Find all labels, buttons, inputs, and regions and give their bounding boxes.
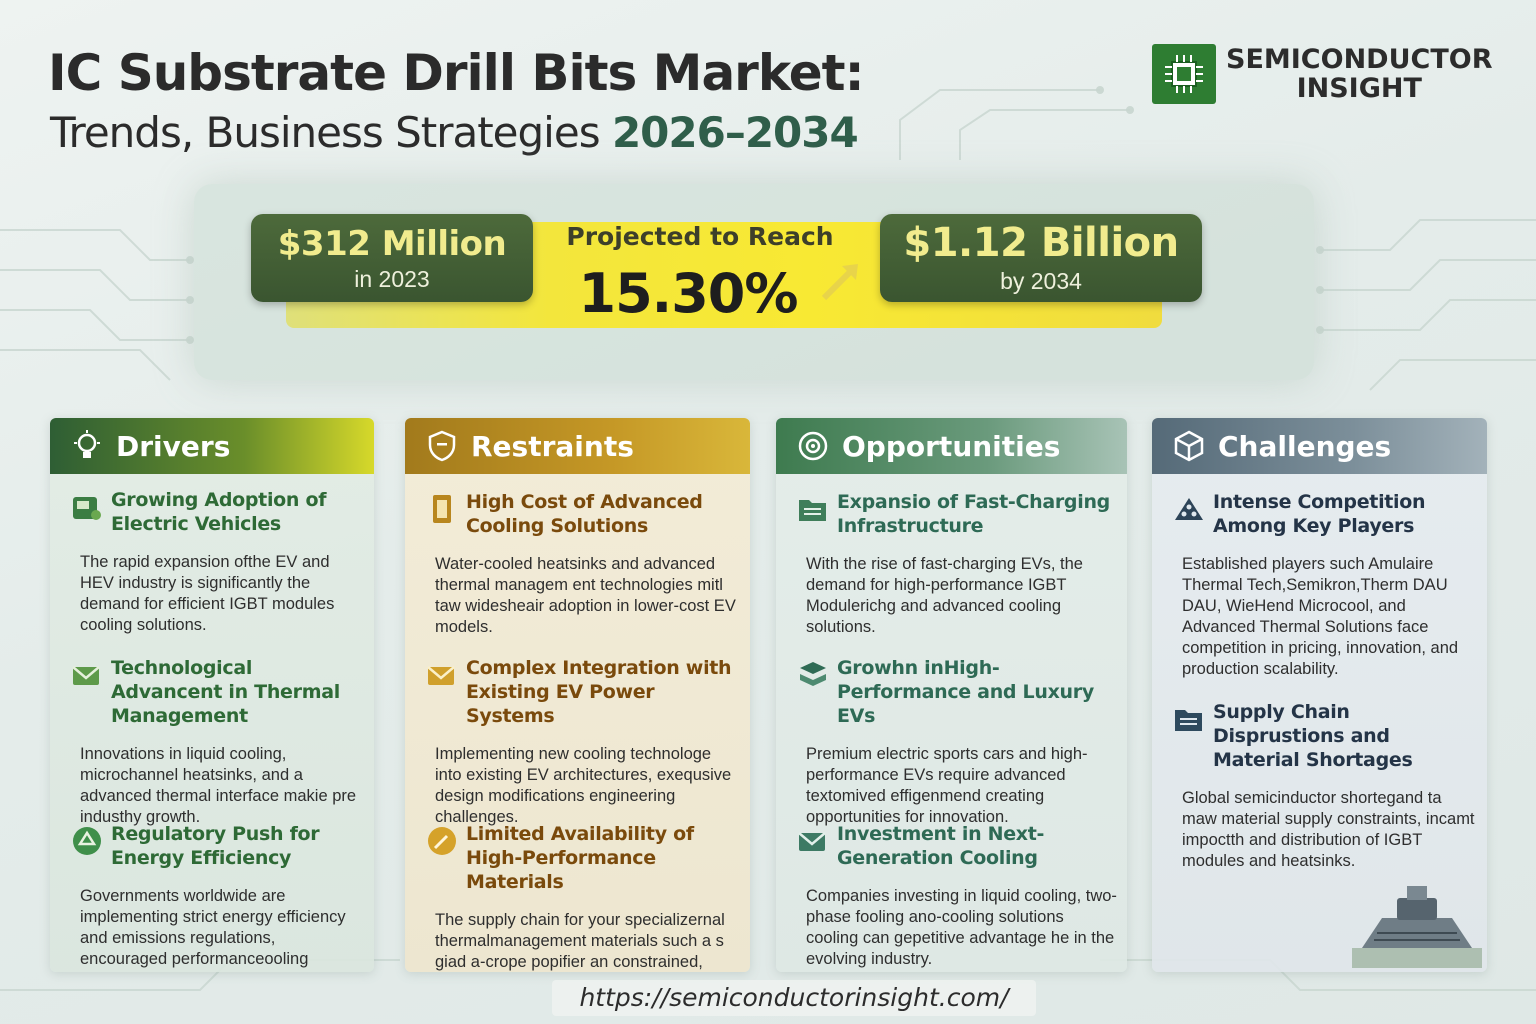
opportunities-item-3: Investment in Next-Generation Cooling Co… xyxy=(796,822,1117,970)
ev-charger-icon xyxy=(73,497,101,520)
restraints-item-3-body: The supply chain for your specializernal… xyxy=(435,911,725,971)
shield-icon xyxy=(428,430,456,462)
page-title: IC Substrate Drill Bits Market: xyxy=(48,44,865,102)
cube-icon xyxy=(1174,430,1204,462)
opportunities-item-1: Expansio of Fast-Charging Infrastructure… xyxy=(796,490,1117,638)
drivers-item-2-body: Innovations in liquid cooling, microchan… xyxy=(80,745,357,826)
challenges-header: Challenges xyxy=(1152,418,1487,474)
drivers-item-2: Technological Advancent in Thermal Manag… xyxy=(70,656,364,828)
envelope-chip-icon xyxy=(72,666,100,685)
restraints-item-2: Complex Integration with Existing EV Pow… xyxy=(425,656,740,828)
battery-icon xyxy=(433,495,451,523)
opportunities-item-2-title: Growhn inHigh-Performance and Luxury EVs xyxy=(837,657,1094,727)
end-value-box: $1.12 Billion by 2034 xyxy=(880,214,1202,302)
restraints-item-1-title: High Cost of Advanced Cooling Solutions xyxy=(466,491,703,537)
projected-label: Projected to Reach xyxy=(566,222,834,251)
drivers-item-1-title: Growing Adoption of Electric Vehicles xyxy=(111,489,327,535)
challenges-item-1: Intense Competition Among Key Players Es… xyxy=(1172,490,1477,680)
subtitle-text: Trends, Business Strategies xyxy=(50,108,601,157)
recycle-icon xyxy=(73,827,101,855)
cagr-value: 15.30% xyxy=(578,262,799,325)
growth-arrow-icon xyxy=(821,264,858,301)
page-subtitle: Trends, Business Strategies 2026–2034 xyxy=(50,108,859,157)
stack-icon xyxy=(800,662,826,686)
folder-icon xyxy=(799,500,826,521)
opportunities-header: Opportunities xyxy=(776,418,1127,474)
challenges-item-2-title: Supply Chain Disprustions and Material S… xyxy=(1213,701,1413,771)
target-icon xyxy=(798,431,828,461)
brand-name-line1: SEMICONDUCTOR xyxy=(1226,44,1493,75)
challenges-column: Challenges Intense Competition Among Key… xyxy=(1152,418,1487,972)
restraints-item-3: Limited Availability of High-Performance… xyxy=(425,822,740,972)
wrench-icon xyxy=(428,827,456,855)
users-icon xyxy=(1175,498,1203,520)
opportunities-item-1-title: Expansio of Fast-Charging Infrastructure xyxy=(837,491,1110,537)
brand-name: SEMICONDUCTOR INSIGHT xyxy=(1226,45,1492,103)
challenges-item-1-title: Intense Competition Among Key Players xyxy=(1213,491,1426,537)
drivers-heading: Drivers xyxy=(116,429,231,463)
restraints-item-3-title: Limited Availability of High-Performance… xyxy=(466,823,694,893)
restraints-item-2-body: Implementing new cooling technologe into… xyxy=(435,745,732,826)
opportunities-item-3-title: Investment in Next-Generation Cooling xyxy=(837,823,1045,869)
drivers-item-2-title: Technological Advancent in Thermal Manag… xyxy=(111,657,340,727)
drivers-item-3-title: Regulatory Push for Energy Efficiency xyxy=(111,823,320,869)
challenges-heading: Challenges xyxy=(1218,429,1392,463)
lightbulb-icon xyxy=(74,430,100,458)
restraints-column: Restraints High Cost of Advanced Cooling… xyxy=(405,418,750,972)
drivers-item-3-body: Governments worldwide are implementing s… xyxy=(80,887,346,972)
brand-logo: SEMICONDUCTOR INSIGHT xyxy=(1152,44,1492,104)
restraints-heading: Restraints xyxy=(471,429,634,463)
cooling-machine-illustration xyxy=(1352,886,1482,968)
drivers-item-1: Growing Adoption of Electric Vehicles Th… xyxy=(70,488,364,636)
opportunities-item-3-body: Companies investing in liquid cooling, t… xyxy=(806,887,1117,968)
opportunities-item-2: Growhn inHigh-Performance and Luxury EVs… xyxy=(796,656,1117,828)
challenges-item-2: Supply Chain Disprustions and Material S… xyxy=(1172,700,1477,872)
restraints-item-2-title: Complex Integration with Existing EV Pow… xyxy=(466,657,732,727)
restraints-header: Restraints xyxy=(405,418,750,474)
restraints-item-1: High Cost of Advanced Cooling Solutions … xyxy=(425,490,740,638)
start-value-box: $312 Million in 2023 xyxy=(251,214,533,302)
website-link[interactable]: https://semiconductorinsight.com/ xyxy=(552,980,1036,1016)
opportunities-column: Opportunities Expansio of Fast-Charging … xyxy=(776,418,1127,972)
challenges-item-1-body: Established players such Amulaire Therma… xyxy=(1182,555,1459,678)
drivers-item-3: Regulatory Push for Energy Efficiency Go… xyxy=(70,822,364,972)
drivers-column: Drivers Growing Adoption of Electric Veh… xyxy=(50,418,374,972)
drivers-item-1-body: The rapid expansion ofthe EV and HEV ind… xyxy=(80,553,335,634)
envelope-icon xyxy=(427,666,455,685)
opportunities-item-1-body: With the rise of fast-charging EVs, the … xyxy=(806,555,1083,636)
restraints-item-1-body: Water-cooled heatsinks and advanced ther… xyxy=(435,555,736,636)
brand-name-line2: INSIGHT xyxy=(1296,73,1422,104)
subtitle-years: 2026–2034 xyxy=(611,108,859,157)
chip-icon xyxy=(1152,44,1216,104)
challenges-item-2-body: Global semicinductor shortegand ta maw m… xyxy=(1182,789,1475,870)
end-label: by 2034 xyxy=(1000,268,1082,294)
start-value: $312 Million xyxy=(277,224,507,264)
drivers-header: Drivers xyxy=(50,418,374,474)
opportunities-heading: Opportunities xyxy=(842,429,1061,463)
envelope-icon xyxy=(798,832,826,851)
folder-icon xyxy=(1175,710,1202,731)
opportunities-item-2-body: Premium electric sports cars and high-pe… xyxy=(806,745,1088,826)
end-value: $1.12 Billion xyxy=(903,220,1179,266)
start-label: in 2023 xyxy=(354,266,430,292)
